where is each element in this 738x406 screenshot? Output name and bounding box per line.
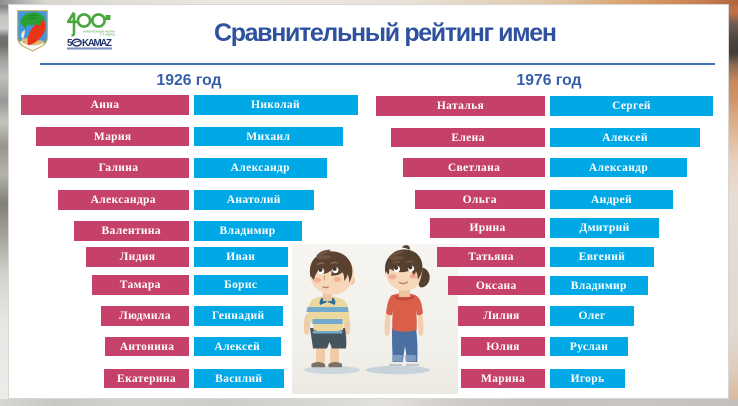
svg-text:ОТ КАМАЗА: ОТ КАМАЗА — [100, 33, 115, 37]
svg-text:5: 5 — [67, 38, 73, 49]
svg-text:KAMAZ: KAMAZ — [82, 38, 112, 49]
svg-text:НАБЕРЕЖНЫМ ЧЕЛНАМ: НАБЕРЕЖНЫМ ЧЕЛНАМ — [83, 30, 115, 34]
